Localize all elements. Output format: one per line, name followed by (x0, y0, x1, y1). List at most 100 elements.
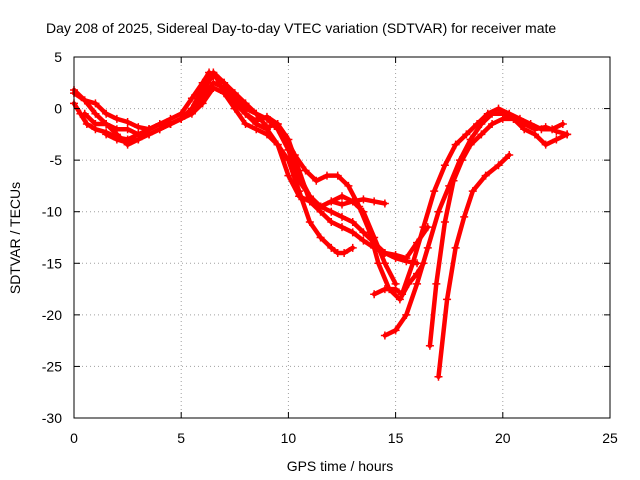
data-point (316, 233, 325, 242)
data-point (552, 127, 561, 136)
data-point (338, 200, 346, 209)
data-point (432, 279, 441, 288)
data-point (301, 166, 310, 175)
data-point (468, 187, 477, 196)
data-point (458, 156, 467, 165)
data-point (434, 372, 443, 381)
data-point (241, 120, 250, 129)
data-point (541, 140, 550, 149)
data-point (327, 207, 336, 216)
data-point (477, 120, 486, 129)
data-point (198, 94, 207, 103)
data-point (252, 109, 261, 118)
series-track-5 (102, 78, 400, 288)
y-tick-label: 0 (54, 101, 62, 117)
series-track-6 (280, 130, 428, 304)
data-point (451, 243, 460, 252)
data-point (327, 197, 336, 206)
data-point (316, 202, 325, 211)
data-point (166, 120, 175, 129)
data-point (123, 125, 132, 134)
data-point (402, 310, 411, 319)
data-point (477, 130, 486, 139)
series-line (103, 80, 398, 287)
data-point (280, 130, 289, 139)
data-point (209, 68, 218, 77)
data-point (434, 207, 443, 216)
data-point (273, 125, 282, 134)
series-track-3 (70, 68, 432, 263)
data-point (262, 130, 271, 139)
y-tick-label: -20 (42, 307, 62, 323)
data-point (112, 114, 121, 123)
data-point (284, 171, 293, 180)
data-point (295, 171, 304, 180)
data-point (112, 125, 121, 134)
data-point (273, 140, 282, 149)
y-tick-label: -5 (50, 152, 63, 168)
series-line (82, 85, 355, 256)
data-point (365, 228, 374, 237)
data-point (398, 290, 407, 299)
data-point (340, 248, 349, 257)
data-point (488, 109, 497, 118)
data-point (333, 171, 342, 180)
data-point (155, 125, 164, 134)
data-point (443, 295, 452, 304)
data-point (312, 176, 321, 185)
series-track-10 (434, 150, 514, 381)
y-axis-label: SDTVAR / TECUs (7, 182, 23, 294)
data-point (509, 114, 518, 123)
data-point (423, 243, 432, 252)
data-point (541, 123, 550, 132)
data-point (91, 109, 100, 118)
x-tick-label: 10 (281, 430, 297, 446)
x-axis-label: GPS time / hours (287, 458, 394, 474)
data-point (112, 135, 121, 144)
data-point (327, 243, 336, 252)
data-point (419, 223, 428, 232)
data-point (558, 120, 567, 129)
axis-ticks: 0 5 10 15 20 25 5 0 -5 -10 -15 -20 -25 -30 (42, 49, 618, 446)
data-point (102, 130, 111, 139)
data-point (552, 135, 561, 144)
data-point (338, 212, 346, 221)
data-point (451, 140, 460, 149)
data-point (338, 192, 346, 201)
series-line (71, 70, 431, 261)
data-point (460, 212, 469, 221)
data-point (91, 99, 100, 108)
data-point (563, 130, 572, 139)
data-point (344, 181, 353, 190)
data-point (380, 199, 389, 208)
y-tick-label: -15 (42, 255, 62, 271)
data-point (380, 285, 389, 294)
x-tick-label: 0 (70, 430, 78, 446)
data-point (494, 161, 503, 170)
data-point (505, 150, 514, 159)
data-point (391, 285, 400, 294)
data-point (102, 120, 111, 129)
y-tick-label: -25 (42, 358, 62, 374)
data-point (402, 254, 411, 263)
chart-title: Day 208 of 2025, Sidereal Day-to-day VTE… (46, 20, 556, 36)
data-point (370, 197, 379, 206)
data-point (305, 218, 314, 227)
data-point (530, 130, 539, 139)
data-point (252, 125, 261, 134)
data-point (241, 104, 250, 113)
data-point (391, 251, 400, 260)
data-point (295, 187, 304, 196)
data-point (494, 104, 503, 113)
data-point (82, 120, 91, 129)
series-line (436, 152, 512, 379)
data-point (134, 135, 143, 144)
data-point (348, 218, 357, 227)
data-point (498, 114, 507, 123)
data-point (425, 341, 434, 350)
data-point (359, 236, 368, 245)
data-point (177, 114, 186, 123)
series-line (382, 111, 570, 338)
series-track-4 (80, 83, 357, 257)
data-point (413, 279, 422, 288)
